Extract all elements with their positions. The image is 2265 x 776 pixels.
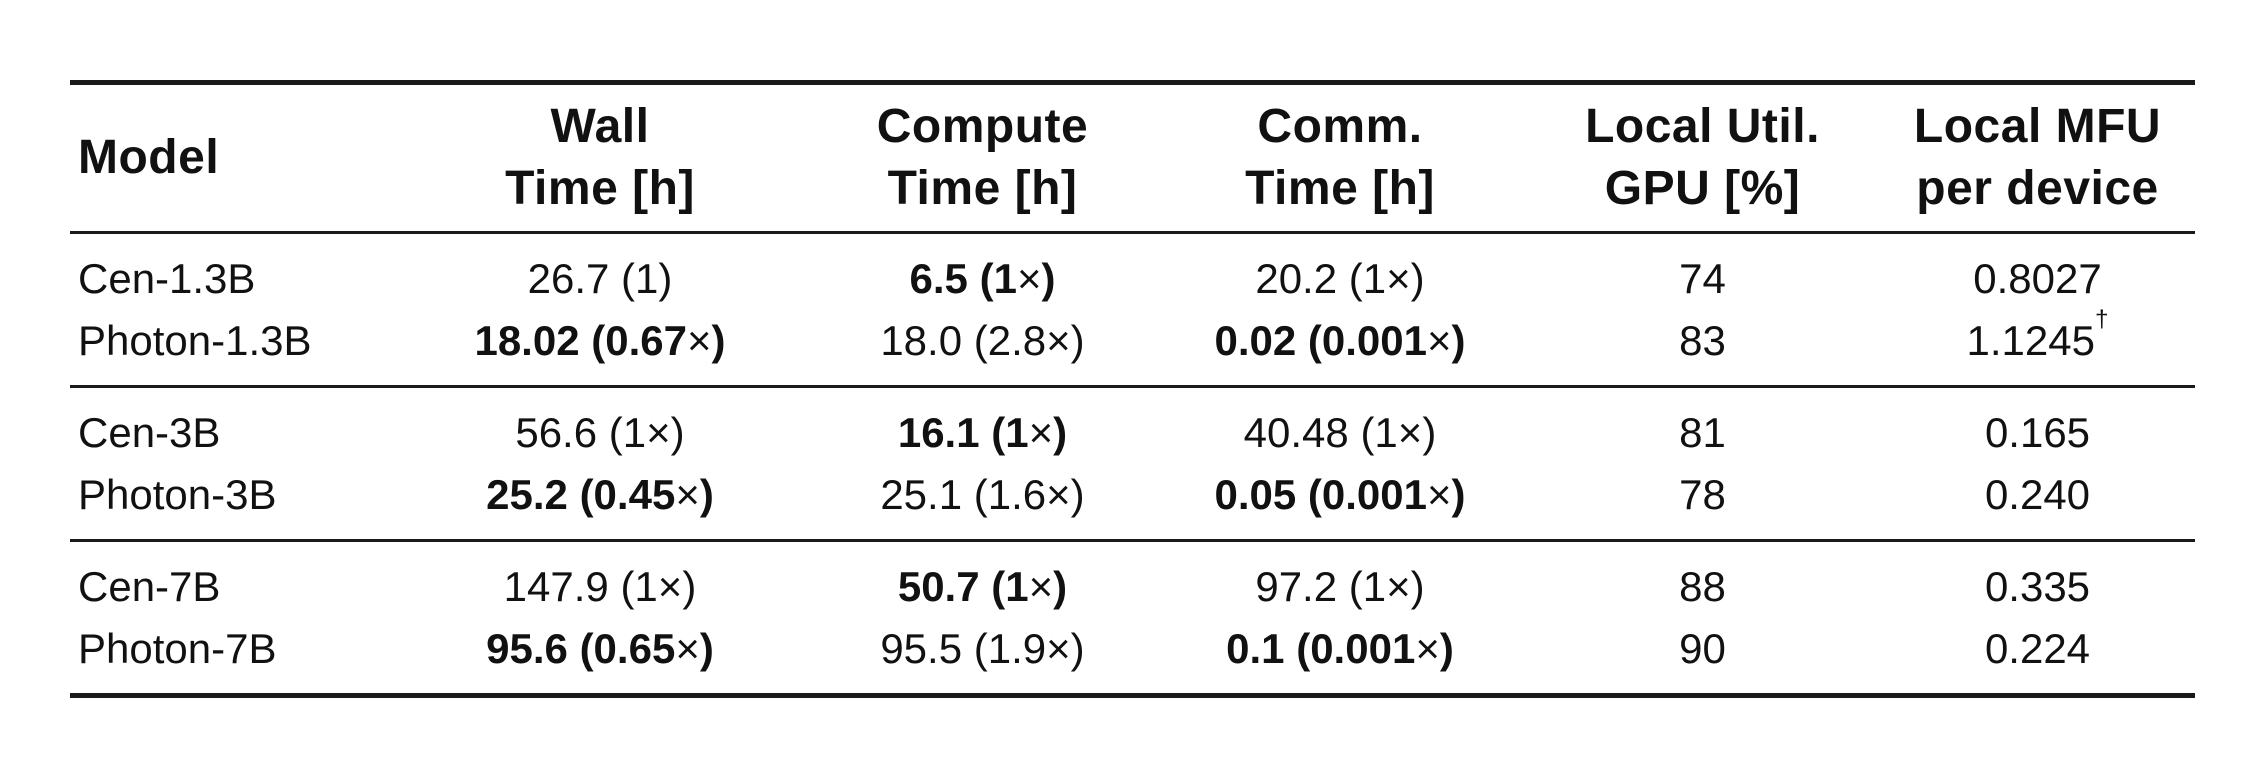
mfu-value-cell: 0.240 — [1984, 471, 2091, 518]
wall-value-cell: 147.9 (1×) — [503, 563, 697, 610]
header-line: Local MFU — [1913, 100, 2162, 153]
util-value-cell: 78 — [1679, 471, 1726, 518]
comm-value-cell: 0.05 (0.001×) — [1214, 471, 1466, 518]
mfu-value-cell: 0.224 — [1984, 625, 2091, 672]
header-line: Comm. — [1257, 100, 1423, 153]
model-name-cell: Photon-3B — [78, 471, 277, 518]
table-row-cen-1-3b: Cen-1.3B 26.7 (1) 6.5 (1×) 20.2 (1×) 74 0.802… — [70, 233, 2195, 311]
model-group-3b: Cen-3B 56.6 (1×) 16.1 (1×) 40.48 (1×) 81 0.16… — [70, 387, 2195, 541]
comm-value-cell: 97.2 (1×) — [1255, 563, 1425, 610]
multiplication-sign: × — [1426, 471, 1452, 518]
multiplication-sign: × — [657, 563, 683, 610]
wall-value-cell: 25.2 (0.45×) — [486, 471, 714, 518]
column-header-wall-time: Wall Time [h] — [390, 83, 810, 233]
compute-value-cell: 16.1 (1×) — [897, 409, 1068, 456]
multiplication-sign: × — [646, 409, 671, 456]
comm-value-cell: 0.1 (0.001×) — [1226, 625, 1454, 672]
table-header: Model Wall Time [h] Compute Time [h] Com… — [70, 83, 2195, 233]
multiplication-sign: × — [1386, 255, 1411, 302]
table-row-photon-1-3b: Photon-1.3B 18.02 (0.67×) 18.0 (2.8×) 0.02 … — [70, 305, 2195, 387]
multiplication-sign: × — [1426, 317, 1452, 364]
multiplication-sign: × — [1046, 625, 1071, 672]
multiplication-sign: × — [1028, 563, 1054, 610]
multiplication-sign: × — [1386, 563, 1411, 610]
wall-value-cell: 56.6 (1×) — [515, 409, 685, 456]
comm-value-cell: 0.02 (0.001×) — [1214, 317, 1466, 364]
results-table: Model Wall Time [h] Compute Time [h] Com… — [70, 80, 2195, 698]
header-line: Time [h] — [887, 162, 1078, 215]
column-header-compute-time: Compute Time [h] — [810, 83, 1155, 233]
multiplication-sign: × — [1415, 625, 1440, 672]
column-header-comm-time: Comm. Time [h] — [1155, 83, 1525, 233]
multiplication-sign: × — [1016, 255, 1042, 302]
header-line: per device — [1916, 162, 2159, 215]
header-line: GPU [%] — [1604, 162, 1801, 215]
multiplication-sign: × — [1028, 409, 1054, 456]
mfu-value-cell: 1.1245† — [1966, 305, 2109, 364]
util-value-cell: 74 — [1679, 255, 1726, 302]
mfu-value-cell: 0.165 — [1984, 409, 2091, 456]
compute-value-cell: 25.1 (1.6×) — [880, 471, 1085, 518]
util-value-cell: 83 — [1679, 317, 1726, 364]
compute-value-cell: 50.7 (1×) — [897, 563, 1068, 610]
table-row-cen-3b: Cen-3B 56.6 (1×) 16.1 (1×) 40.48 (1×) 81 0.16… — [70, 387, 2195, 465]
util-value-cell: 81 — [1679, 409, 1726, 456]
model-group-1-3b: Cen-1.3B 26.7 (1) 6.5 (1×) 20.2 (1×) 74 0.802… — [70, 233, 2195, 387]
compute-value-cell: 18.0 (2.8×) — [880, 317, 1085, 364]
multiplication-sign: × — [1046, 471, 1071, 518]
model-name-cell: Photon-1.3B — [78, 317, 312, 364]
compute-value-cell: 95.5 (1.9×) — [880, 625, 1085, 672]
model-name-cell: Cen-7B — [78, 563, 221, 610]
header-line: Wall — [550, 100, 650, 153]
util-value-cell: 90 — [1679, 625, 1726, 672]
model-group-7b: Cen-7B 147.9 (1×) 50.7 (1×) 97.2 (1×) 88 0.33… — [70, 541, 2195, 696]
multiplication-sign: × — [675, 471, 700, 518]
header-line: Local Util. — [1585, 100, 1820, 153]
multiplication-sign: × — [675, 625, 700, 672]
column-header-local-util-gpu: Local Util. GPU [%] — [1525, 83, 1880, 233]
header-line: Model — [78, 131, 220, 184]
table-row-photon-7b: Photon-7B 95.6 (0.65×) 95.5 (1.9×) 0.1 (0.0… — [70, 618, 2195, 696]
multiplication-sign: × — [1397, 409, 1423, 456]
table-row-photon-3b: Photon-3B 25.2 (0.45×) 25.1 (1.6×) 0.05 (0.… — [70, 464, 2195, 541]
model-name-cell: Cen-1.3B — [78, 255, 256, 302]
util-value-cell: 88 — [1679, 563, 1726, 610]
column-header-local-mfu: Local MFU per device — [1880, 83, 2195, 233]
mfu-value-cell: 0.8027 — [1973, 255, 2102, 302]
table-row-cen-7b: Cen-7B 147.9 (1×) 50.7 (1×) 97.2 (1×) 88 0.33… — [70, 541, 2195, 619]
model-name-cell: Cen-3B — [78, 409, 221, 456]
wall-value-cell: 26.7 (1) — [527, 255, 673, 302]
comm-value-cell: 20.2 (1×) — [1255, 255, 1425, 302]
wall-value-cell: 18.02 (0.67×) — [474, 317, 726, 364]
compute-value-cell: 6.5 (1×) — [909, 255, 1056, 302]
multiplication-sign: × — [686, 317, 712, 364]
header-line: Time [h] — [1245, 162, 1435, 215]
comm-value-cell: 40.48 (1×) — [1243, 409, 1437, 456]
column-header-model: Model — [70, 83, 390, 233]
mfu-value-cell: 0.335 — [1984, 563, 2091, 610]
header-line: Compute — [876, 100, 1089, 153]
wall-value-cell: 95.6 (0.65×) — [486, 625, 714, 672]
multiplication-sign: × — [1046, 317, 1071, 364]
header-row: Model Wall Time [h] Compute Time [h] Com… — [70, 83, 2195, 233]
model-name-cell: Photon-7B — [78, 625, 277, 672]
header-line: Time [h] — [505, 162, 695, 215]
dagger-footnote-marker: † — [2094, 305, 2109, 333]
